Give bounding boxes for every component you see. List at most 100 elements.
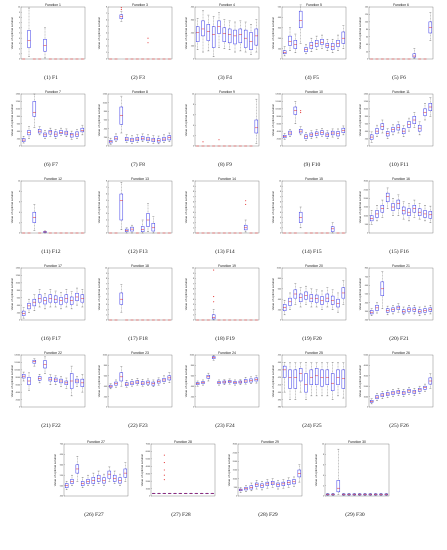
panel-title: Function 10 xyxy=(305,90,323,94)
box-iqr xyxy=(288,369,292,389)
y-tick-label: 1000 xyxy=(190,355,195,357)
y-tick-label: 2 xyxy=(193,135,195,137)
axes-frame xyxy=(281,93,347,147)
box-iqr xyxy=(293,369,298,389)
axes-frame xyxy=(368,354,434,408)
panel-title: Function 14 xyxy=(218,177,236,181)
y-tick-label: 1000 xyxy=(277,268,282,270)
axes-frame xyxy=(150,443,216,497)
y-tick-label: 2 xyxy=(106,309,108,311)
y-tick-label: 6 xyxy=(193,202,195,204)
panel-title: Function 8 xyxy=(132,90,148,94)
y-tick-label: 600 xyxy=(365,285,369,287)
y-tick-label: 0 xyxy=(367,59,369,61)
panel-title: Function 12 xyxy=(44,177,62,181)
y-tick-label: 800 xyxy=(17,290,21,292)
y-axis-label: Value of optimal solution xyxy=(358,16,362,49)
y-tick-label: 10 xyxy=(18,7,21,9)
y-axis-label: Value of optimal solution xyxy=(97,190,101,223)
box-iqr xyxy=(48,130,53,135)
y-tick-label: 7 xyxy=(19,22,21,24)
y-tick-label: 0 xyxy=(19,407,21,409)
y-tick-label: 6 xyxy=(193,289,195,291)
axes-frame xyxy=(281,354,347,408)
y-tick-label: 0 xyxy=(106,233,108,235)
box-iqr xyxy=(254,28,259,46)
axes-frame xyxy=(194,354,260,408)
box-iqr xyxy=(330,373,335,391)
axes-frame xyxy=(368,180,434,234)
y-tick-label: 0 xyxy=(280,233,282,235)
y-tick-label: 5 xyxy=(106,26,108,28)
y-tick-label: 3 xyxy=(106,39,108,41)
y-axis-label: Value of optimal solution xyxy=(271,190,275,223)
y-tick-label: 4000 xyxy=(277,131,282,133)
axes-frame xyxy=(20,6,86,60)
y-tick-label: 6000 xyxy=(146,451,151,453)
y-axis-label: Value of optimal solution xyxy=(314,453,318,486)
y-tick-label: 1000 xyxy=(146,488,151,490)
y-tick-label: 400 xyxy=(17,305,21,307)
y-tick-label: 6 xyxy=(106,20,108,22)
box-iqr xyxy=(304,373,308,393)
y-tick-label: 4 xyxy=(19,212,21,214)
outlier-point xyxy=(218,139,220,141)
y-tick-label: 500 xyxy=(60,485,64,487)
y-tick-label: 200 xyxy=(365,320,369,322)
box-iqr xyxy=(119,292,124,305)
outlier-point xyxy=(245,200,247,202)
y-tick-label: 4 xyxy=(193,299,195,301)
panel-title: Function 3 xyxy=(132,3,148,7)
y-tick-label: 1500 xyxy=(233,470,238,472)
y-tick-label: 0 xyxy=(367,407,369,409)
y-tick-label: 5 xyxy=(193,294,195,296)
box-iqr xyxy=(69,133,74,138)
outlier-point xyxy=(300,112,302,114)
y-tick-label: 400 xyxy=(191,386,195,388)
panel-title: Function 15 xyxy=(305,177,323,181)
y-tick-label: 3 xyxy=(106,213,108,215)
y-axis-label: Value of optimal solution xyxy=(271,103,275,136)
y-tick-label: 4 xyxy=(280,212,282,214)
y-axis-label: Value of optimal solution xyxy=(271,277,275,310)
panel-title: Function 28 xyxy=(174,440,192,444)
y-tick-label: 5 xyxy=(193,207,195,209)
y-tick-label: 600 xyxy=(104,376,108,378)
y-axis-label: Value of optimal solution xyxy=(10,190,14,223)
panel-title: Function 1 xyxy=(45,3,61,7)
y-axis-label: Value of optimal solution xyxy=(184,103,188,136)
y-tick-label: 200 xyxy=(17,138,21,140)
panel-title: Function 16 xyxy=(392,177,410,181)
y-tick-label: 1400 xyxy=(16,94,21,96)
y-tick-label: 450 xyxy=(60,496,64,498)
y-tick-label: 8 xyxy=(106,7,108,9)
y-tick-label: 14000 xyxy=(275,94,282,96)
y-tick-label: 5 xyxy=(19,33,21,35)
y-tick-label: 60 xyxy=(366,36,369,38)
y-tick-label: 2 xyxy=(323,485,325,487)
panel-caption: (22) F23 xyxy=(128,422,148,429)
y-tick-label: 9 xyxy=(19,12,21,14)
y-tick-label: 400 xyxy=(278,392,282,394)
y-tick-label: 600 xyxy=(278,289,282,291)
panel-title: Function 25 xyxy=(305,351,323,355)
y-tick-label: 6 xyxy=(106,194,108,196)
y-tick-label: 0 xyxy=(19,233,21,235)
y-tick-label: 200 xyxy=(278,38,282,40)
y-tick-label: 120 xyxy=(365,14,369,16)
y-tick-label: 100 xyxy=(278,48,282,50)
y-tick-label: 4000 xyxy=(146,466,151,468)
y-tick-label: 0 xyxy=(106,407,108,409)
box-iqr xyxy=(298,10,303,29)
panel-caption: (1) F1 xyxy=(44,74,58,81)
y-tick-label: 3 xyxy=(19,43,21,45)
y-tick-label: 200 xyxy=(17,312,21,314)
y-tick-label: 1 xyxy=(106,226,108,228)
y-axis-label: Value of optimal solution xyxy=(184,16,188,49)
y-tick-label: 200 xyxy=(104,396,108,398)
box-iqr xyxy=(80,127,85,133)
y-tick-label: 4 xyxy=(106,299,108,301)
panel-title: Function 4 xyxy=(219,3,235,7)
y-axis-label: Value of optimal solution xyxy=(271,16,275,49)
y-tick-label: 6 xyxy=(106,289,108,291)
